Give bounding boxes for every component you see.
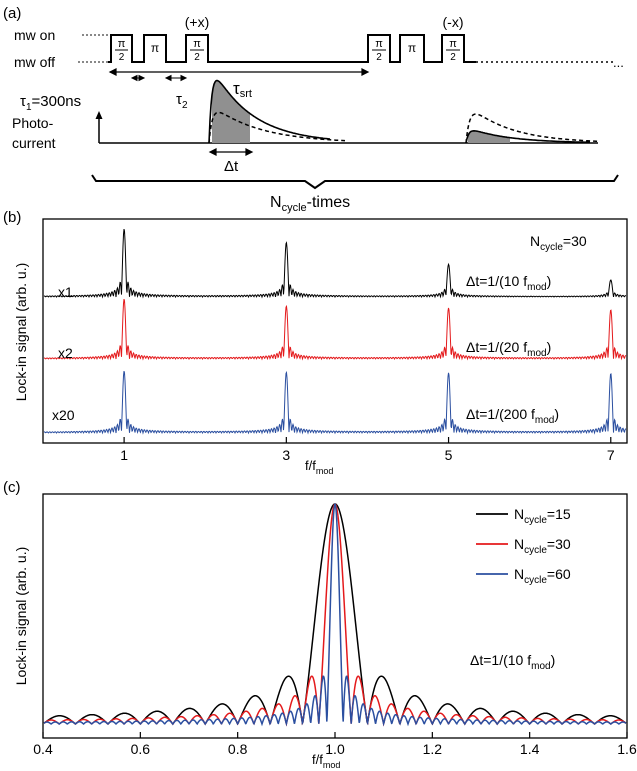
photocurrent-axis-arrow — [95, 111, 103, 143]
panel-b-dt10-label: Δt=1/(10 fmod) — [466, 273, 551, 293]
panel-a-label: (a) — [3, 5, 21, 22]
panel-c-x-ticks: 0.4 0.6 0.8 1.0 1.2 1.4 1.6 — [33, 732, 637, 757]
photocurrent-label-1: Photo- — [12, 115, 54, 131]
panel-c-trace-n60 — [43, 503, 627, 727]
legend-label-n60: Ncycle=60 — [514, 566, 571, 586]
legend-label-n30: Ncycle=30 — [514, 536, 571, 556]
legend-label-n15: Ncycle=15 — [514, 506, 571, 526]
pulse-pi-1: π — [151, 41, 159, 55]
panel-c-frame — [42, 493, 628, 739]
panel-c-tick-label-1.6: 1.6 — [617, 741, 637, 757]
panel-b-frame — [42, 218, 628, 444]
panel-b-xlabel: f/fmod — [305, 458, 333, 476]
panel-c-tick-label-0.4: 0.4 — [33, 741, 53, 757]
panel-b-x-ticks: 1 3 5 7 — [120, 437, 615, 463]
panel-b-dt200-label: Δt=1/(200 fmod) — [466, 406, 559, 426]
svg-text:π: π — [118, 38, 126, 50]
photocurrent-pulse-1-reference — [208, 111, 345, 144]
panel-c-label: (c) — [3, 479, 21, 496]
panel-b-scale-x1: x1 — [58, 284, 73, 300]
panel-c-tick-label-0.6: 0.6 — [131, 741, 151, 757]
panel-c-tick-label-1.2: 1.2 — [423, 741, 443, 757]
panel-c-tick-label-0.8: 0.8 — [228, 741, 248, 757]
pulse-pi-2: π — [408, 41, 416, 55]
panel-b-trace-dt200 — [43, 370, 627, 435]
svg-text:2: 2 — [119, 52, 125, 63]
plus-x-label: (+x) — [185, 14, 210, 30]
pulse-half-4: π 2 — [446, 38, 460, 63]
mw-on-label: mw on — [14, 27, 55, 43]
ncycle-bracket — [91, 174, 619, 190]
panel-c-trace-n30 — [43, 503, 627, 727]
panel-c-tick-label-1: 1.0 — [325, 741, 345, 757]
svg-text:π: π — [375, 38, 383, 50]
panel-a: (a) mw on mw off ... π 2 π π 2 π 2 π π — [3, 5, 624, 214]
tau2-label: τ2 — [176, 91, 188, 111]
mw-off-label: mw off — [14, 54, 55, 70]
photocurrent-pulse-2-reference — [465, 113, 601, 144]
panel-c-dt-label: Δt=1/(10 fmod) — [470, 652, 555, 672]
svg-text:π: π — [193, 38, 201, 50]
panel-b-trace-dt10 — [43, 228, 627, 299]
photocurrent-pulse-2 — [465, 129, 590, 144]
ellipsis: ... — [613, 55, 624, 70]
svg-text:π: π — [449, 38, 457, 50]
panel-b-ncycle-label: Ncycle=30 — [530, 233, 587, 253]
panel-c-legend: Ncycle=15 Ncycle=30 Ncycle=60 — [476, 506, 571, 586]
panel-b: (b) Lock-in signal (arb. u.) 1 3 5 7 f/fmod… — [3, 209, 628, 476]
minus-x-label: (-x) — [443, 14, 464, 30]
panel-b-trace-dt20 — [43, 298, 627, 361]
pulse-half-1: π 2 — [115, 38, 128, 63]
panel-b-label: (b) — [3, 209, 21, 226]
tau-srt-label: τsrt — [233, 79, 252, 100]
svg-text:2: 2 — [194, 52, 200, 63]
photocurrent-pulse-1-window — [212, 80, 250, 143]
svg-text:2: 2 — [376, 52, 382, 63]
panel-b-tick-label-5: 5 — [445, 447, 453, 463]
panel-b-tick-label-3: 3 — [282, 447, 290, 463]
panel-b-tick-label-7: 7 — [607, 447, 615, 463]
panel-c-xlabel: f/fmod — [312, 752, 340, 770]
pulse-sequence-waveform — [108, 34, 476, 63]
panel-c-tick-label-1.4: 1.4 — [520, 741, 540, 757]
panel-c: (c) Lock-in signal (arb. u.) 0.4 0.6 0.8 1.… — [3, 479, 637, 770]
photocurrent-label-2: current — [12, 135, 56, 151]
panel-b-ylabel: Lock-in signal (arb. u.) — [13, 263, 29, 402]
pulse-half-2: π 2 — [190, 38, 204, 63]
delta-t-label: Δt — [224, 158, 239, 175]
panel-b-dt20-label: Δt=1/(20 fmod) — [466, 339, 551, 359]
panel-b-scale-x2: x2 — [58, 345, 73, 361]
tau-srt-arrow — [108, 68, 370, 76]
panel-c-ylabel: Lock-in signal (arb. u.) — [13, 547, 29, 686]
panel-c-trace-n15 — [43, 503, 627, 726]
photocurrent-pulse-2-window — [468, 130, 510, 143]
svg-text:2: 2 — [450, 52, 456, 63]
pulse-half-3: π 2 — [372, 38, 386, 63]
panel-b-tick-label-1: 1 — [120, 447, 128, 463]
photocurrent-pulse-1 — [208, 79, 331, 144]
tau1-marker — [130, 74, 146, 82]
tau2-marker — [164, 74, 188, 82]
ncycle-times-label: Ncycle-times — [270, 194, 350, 214]
delta-t-marker — [208, 148, 254, 156]
panel-b-scale-x20: x20 — [52, 407, 75, 423]
tau1-label: τ1=300ns — [20, 93, 81, 113]
